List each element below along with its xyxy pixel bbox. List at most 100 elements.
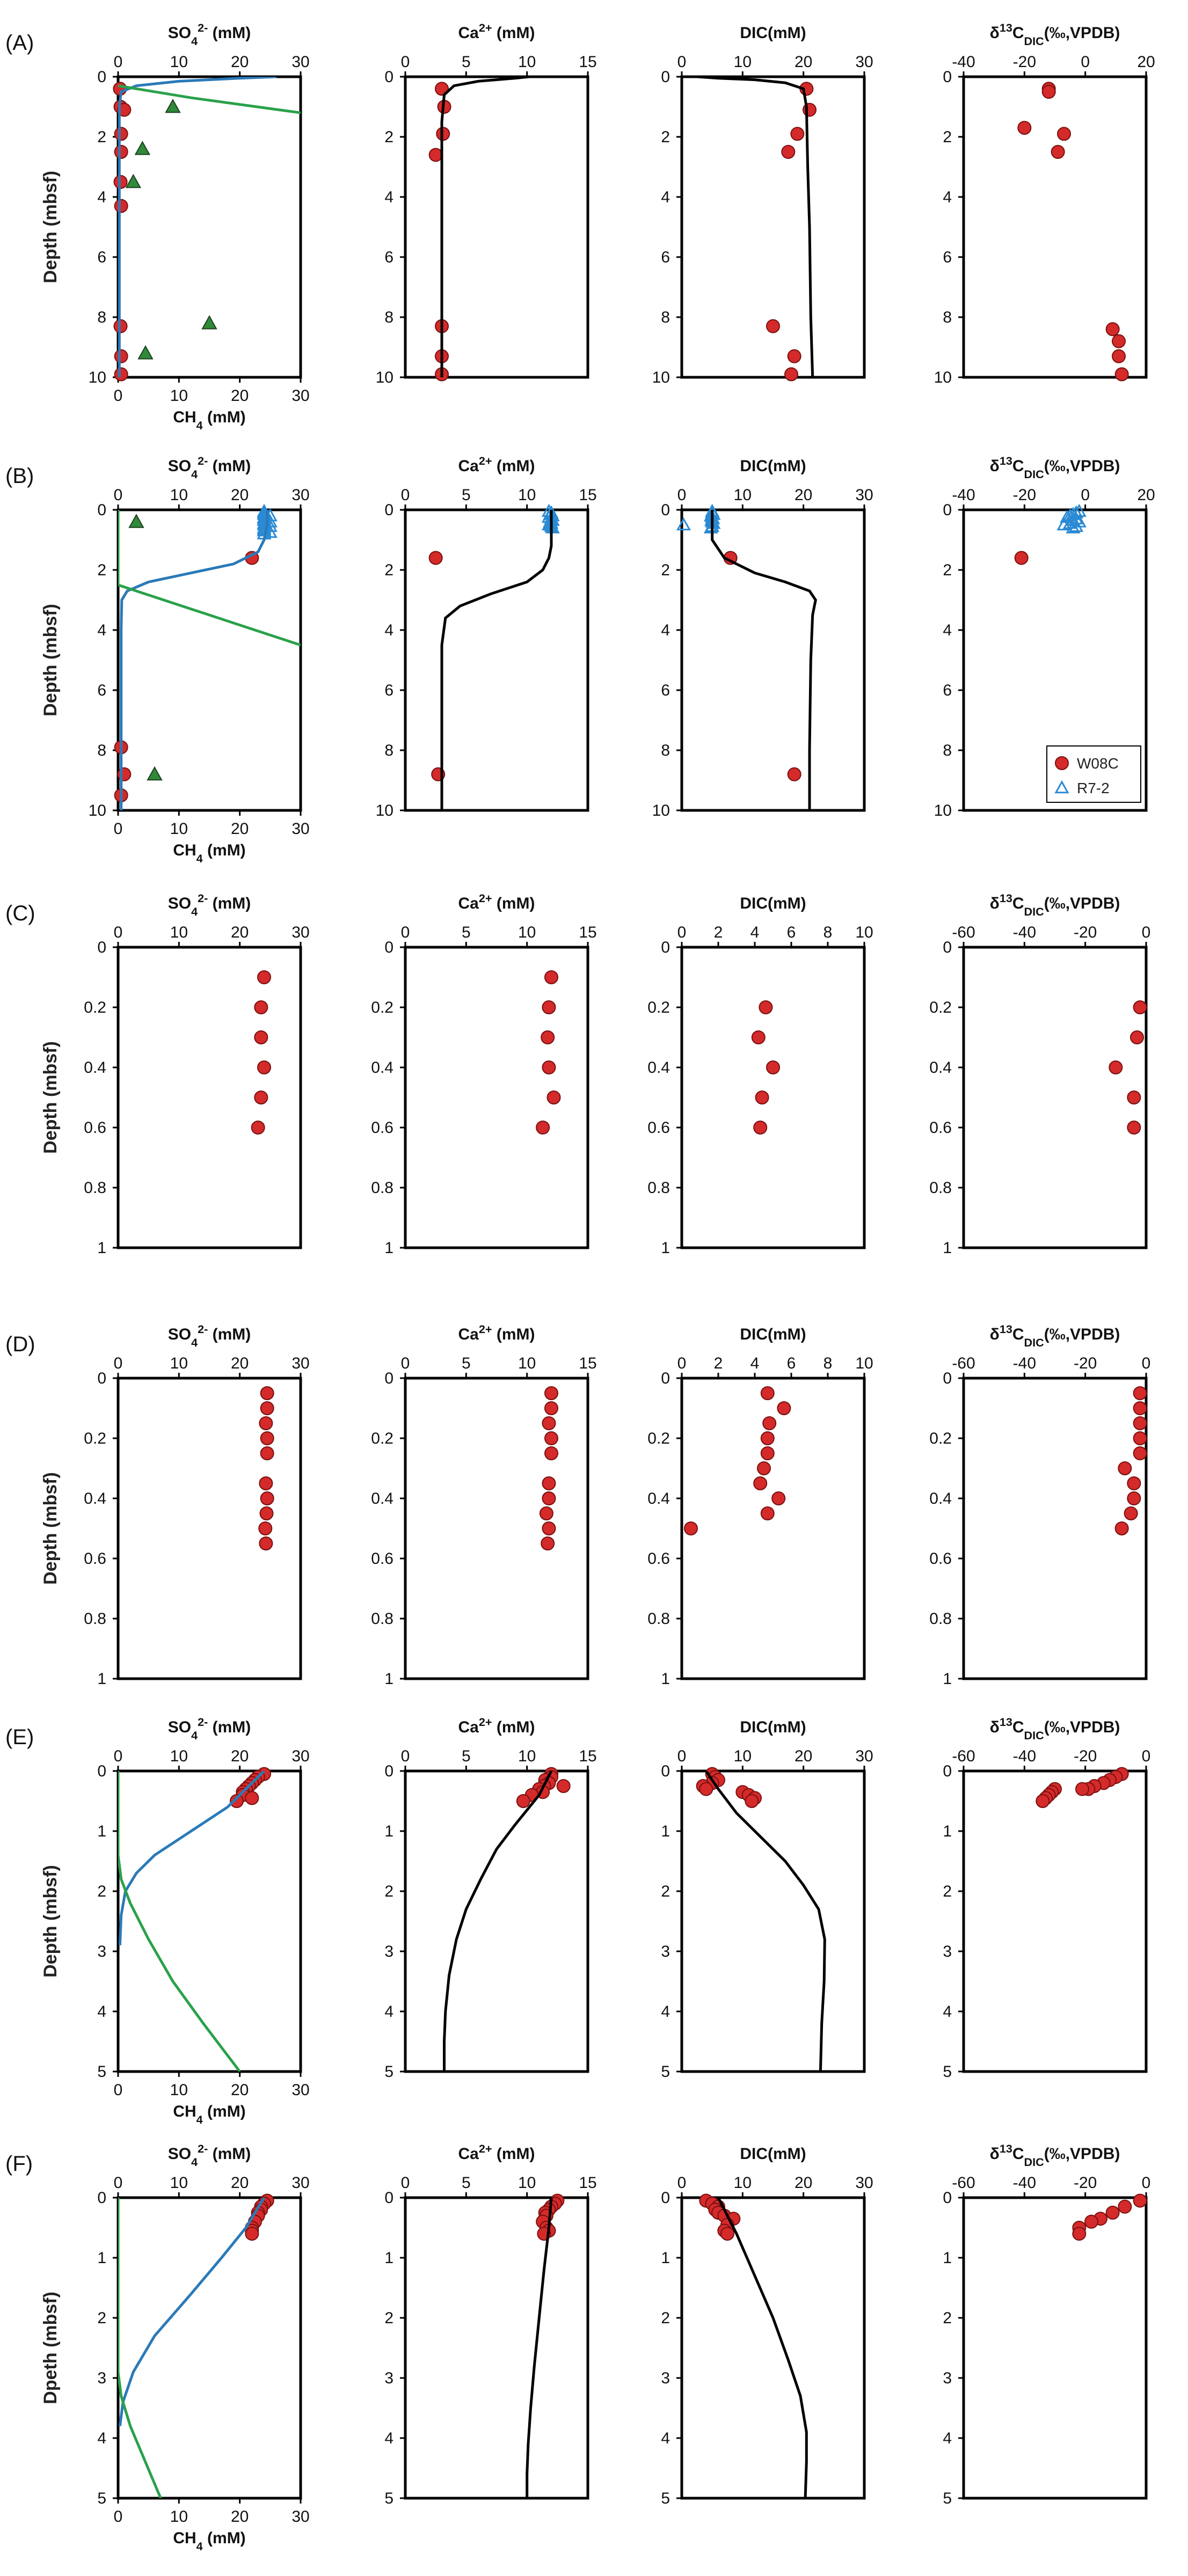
x-top-tick-label: 30	[291, 924, 309, 941]
y-tick-label: 8	[943, 742, 952, 759]
plot-frame	[680, 1377, 866, 1680]
x-top-tick-label: 10	[170, 2174, 188, 2192]
legend-label: R7-2	[1077, 780, 1110, 796]
y-tick-label: 8	[97, 742, 106, 759]
y-tick-label: 1	[97, 2249, 106, 2267]
data-point	[757, 1461, 771, 1475]
x-top-axis-title: DIC(mM)	[740, 1326, 806, 1343]
x-top-tick-label: 15	[579, 486, 596, 504]
series-line	[440, 510, 553, 810]
y-tick-label: 0.6	[929, 1119, 952, 1137]
series-line	[118, 84, 301, 114]
y-tick-label: 2	[384, 128, 393, 146]
x-top-tick-label: 8	[823, 924, 833, 941]
data-point	[259, 1416, 273, 1430]
x-bottom-tick-label: 20	[231, 2081, 249, 2099]
x-top-tick-label: 20	[231, 924, 249, 941]
data-point	[435, 82, 449, 96]
x-top-axis-title: SO42- (mM)	[168, 891, 251, 918]
y-tick-label: 0.4	[371, 1059, 393, 1077]
x-top-tick-label: 30	[291, 1355, 309, 1372]
y-tick-label: 4	[97, 621, 106, 639]
panel-E-plot-1: (E) 0 10 20 30 SO42- (mM) 0 10 20 30 CH4 (mM) 0 1 2 3 4…	[5, 1715, 310, 2126]
x-bottom-tick-label: 0	[114, 387, 123, 405]
y-tick-label: 0.2	[647, 1430, 670, 1447]
x-top-axis-title: δ13CDIC(‰,VPDB)	[990, 1715, 1120, 1742]
data-point	[117, 767, 132, 781]
panel-E-plot-2: 0 5 10 15 Ca2+ (mM) 0 1 2 3 4 5	[384, 1715, 596, 2081]
data-point	[544, 1431, 558, 1445]
series-line	[118, 2198, 266, 2426]
x-top-axis-title: Ca2+ (mM)	[458, 2142, 535, 2163]
panel-F-plot-3: 0 10 20 30 DIC(mM) 0 1 2 3 4 5	[661, 2145, 873, 2507]
x-top-tick-label: 0	[401, 53, 410, 71]
x-top-tick-label: 30	[855, 53, 873, 71]
x-top-tick-label: 15	[579, 924, 596, 941]
data-point	[766, 319, 780, 333]
data-point	[542, 1416, 556, 1430]
y-tick-label: 4	[943, 2429, 952, 2447]
y-tick-label: 0.8	[647, 1179, 670, 1197]
x-top-tick-label: 6	[787, 1355, 796, 1372]
y-tick-label: 2	[943, 128, 952, 146]
panel-B-plot-3: 0 10 20 30 DIC(mM) 0 2 4 6 8 10	[652, 457, 873, 819]
data-point	[1057, 127, 1071, 141]
data-point	[1041, 85, 1056, 99]
x-top-tick-label: 0	[1142, 924, 1151, 941]
panel-label-A: (A)	[5, 31, 34, 55]
data-point	[1069, 511, 1084, 525]
series-line	[118, 1771, 241, 2072]
y-tick-label: 0.6	[647, 1550, 670, 1568]
x-top-tick-label: 10	[170, 53, 188, 71]
x-top-tick-label: 20	[795, 53, 812, 71]
y-tick-label: 5	[943, 2490, 952, 2507]
y-tick-label: 4	[661, 2429, 670, 2447]
x-top-tick-label: 15	[579, 1355, 596, 1372]
series-points	[1109, 1000, 1147, 1135]
x-bottom-tick-label: 0	[114, 820, 123, 838]
data-point	[260, 1491, 274, 1505]
y-tick-label: 8	[384, 309, 393, 326]
data-point	[544, 970, 558, 984]
x-bottom-tick-label: 20	[231, 2508, 249, 2526]
series-points	[125, 98, 217, 360]
x-top-tick-label: 10	[734, 486, 752, 504]
y-tick-label: 0.6	[929, 1550, 952, 1568]
x-top-tick-label: 0	[114, 1747, 123, 1765]
data-point	[753, 1476, 768, 1490]
x-top-axis-title: DIC(mM)	[740, 895, 806, 912]
panel-A-plot-2: 0 5 10 15 Ca2+ (mM) 0 2 4 6 8 10	[376, 21, 597, 387]
series-points	[1036, 1767, 1129, 1808]
data-point	[542, 1476, 556, 1490]
series-points	[1072, 2193, 1147, 2241]
plot-frame	[680, 2196, 866, 2500]
y-tick-label: 0	[384, 1370, 393, 1387]
x-top-tick-label: 15	[579, 2174, 596, 2192]
data-point	[260, 1446, 274, 1460]
x-top-tick-label: 15	[579, 53, 596, 71]
plot-frame	[680, 1769, 866, 2073]
series-points	[1114, 1386, 1147, 1535]
data-point	[1066, 520, 1081, 533]
panel-C-plot-2: 0 5 10 15 Ca2+ (mM) 0 0.2 0.4 0.6 0.8 1	[371, 891, 596, 1257]
x-top-tick-label: 5	[462, 1747, 471, 1765]
y-tick-label: 2	[384, 561, 393, 579]
x-top-tick-label: 6	[787, 924, 796, 941]
x-top-tick-label: 0	[114, 924, 123, 941]
y-tick-label: 5	[943, 2063, 952, 2081]
panel-A-plot-3: 0 10 20 30 DIC(mM) 0 2 4 6 8 10	[652, 24, 873, 386]
x-top-axis-title: δ13CDIC(‰,VPDB)	[990, 891, 1120, 918]
data-point	[259, 1536, 273, 1550]
y-tick-label: 0	[661, 1762, 670, 1780]
data-point	[1133, 1401, 1147, 1415]
x-top-tick-label: -60	[952, 924, 975, 941]
x-top-tick-label: 4	[750, 1355, 760, 1372]
x-top-axis-title: δ13CDIC(‰,VPDB)	[990, 454, 1120, 481]
data-point	[114, 199, 128, 213]
data-point	[254, 1000, 268, 1014]
legend-box	[1046, 745, 1141, 803]
data-point	[542, 1521, 556, 1535]
x-top-axis-title: SO42- (mM)	[168, 1322, 251, 1349]
y-tick-label: 4	[384, 621, 393, 639]
plot-frame	[404, 1377, 589, 1680]
